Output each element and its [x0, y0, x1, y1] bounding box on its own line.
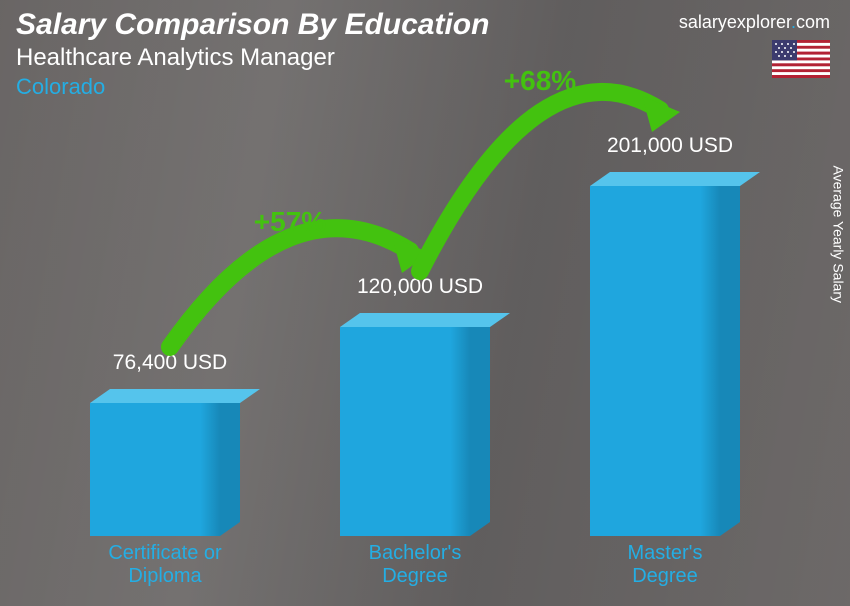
y-axis-label: Average Yearly Salary: [830, 166, 846, 304]
jump-pct-1: +68%: [490, 65, 590, 97]
us-flag-icon: [772, 40, 830, 78]
salary-bar-chart: 76,400 USDCertificate orDiploma120,000 U…: [60, 150, 760, 536]
bar-category-0: Certificate orDiploma: [70, 542, 260, 588]
job-title: Healthcare Analytics Manager: [16, 44, 834, 72]
jump-arrow-1: [60, 150, 760, 536]
bar-category-1: Bachelor'sDegree: [320, 542, 510, 588]
brand-logo: salaryexplorer.com: [679, 12, 830, 33]
location: Colorado: [16, 74, 834, 100]
bar-category-2: Master'sDegree: [570, 542, 760, 588]
